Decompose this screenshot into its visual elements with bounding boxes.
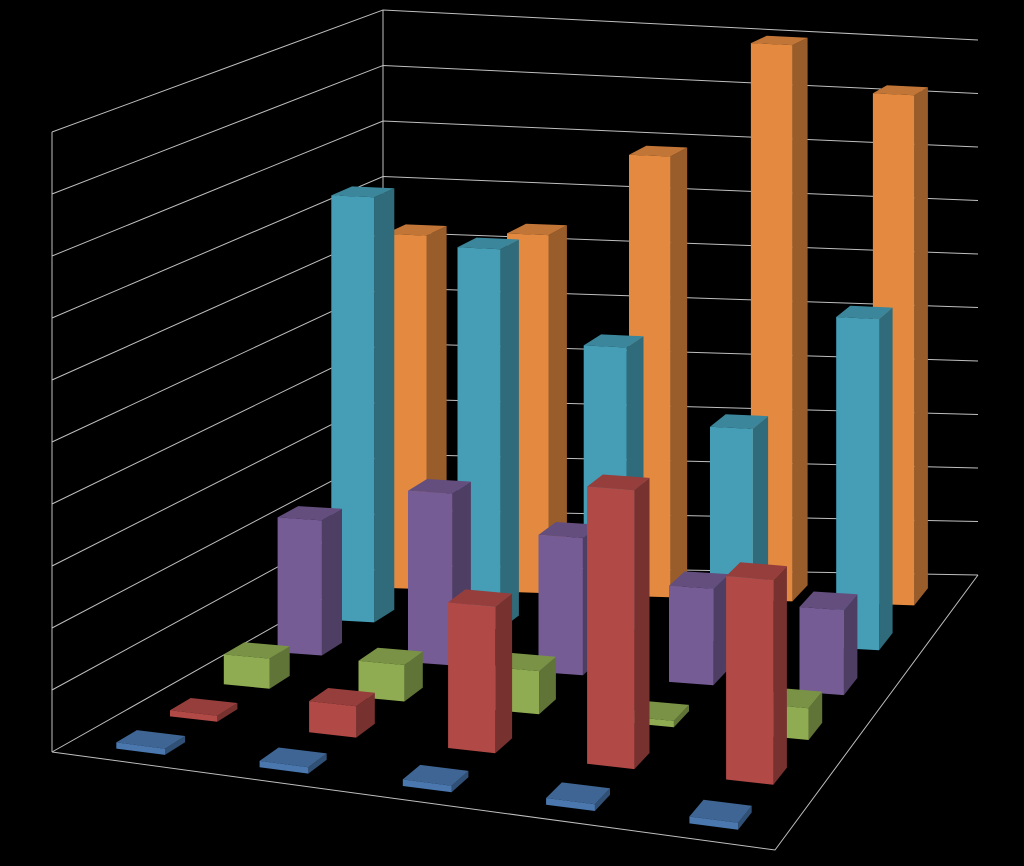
bar-side: [269, 646, 290, 689]
floor-edge: [51, 574, 979, 851]
bar-top: [546, 782, 610, 805]
bar-side: [843, 594, 858, 696]
bar-side: [548, 225, 567, 594]
bar-front: [448, 602, 496, 754]
bar-top: [402, 764, 469, 786]
bar-side: [713, 574, 729, 686]
bar-front: [689, 816, 739, 830]
bar-side: [914, 87, 928, 606]
bar-side: [670, 147, 688, 598]
bar-front: [836, 317, 880, 651]
bar-front: [669, 585, 714, 686]
bar-side: [673, 704, 689, 728]
bar-top: [223, 642, 290, 659]
bar-front: [358, 660, 405, 702]
bar-top: [587, 474, 650, 491]
bar-side: [451, 770, 469, 793]
bar-top: [726, 562, 787, 581]
bar-top: [408, 479, 471, 494]
bar-top: [799, 591, 858, 611]
bar-front: [309, 701, 357, 738]
bar-side: [634, 477, 650, 770]
bar-front: [402, 779, 452, 793]
bar-front: [408, 490, 453, 666]
bar-top: [538, 522, 600, 538]
bar-front: [223, 654, 270, 689]
bar-top: [170, 698, 238, 716]
bar-top: [259, 747, 327, 768]
bar-top: [836, 305, 893, 320]
bar-top: [669, 571, 729, 589]
bar-front: [538, 534, 583, 676]
bar-side: [539, 656, 556, 715]
bar-top: [385, 224, 447, 236]
bar-side: [356, 692, 375, 738]
bar-top: [309, 688, 375, 707]
bar-side: [308, 753, 327, 774]
bar-front: [331, 195, 375, 623]
bar-front: [587, 486, 635, 770]
bar-side: [500, 239, 519, 630]
bar-top: [358, 647, 423, 665]
bar-side: [165, 736, 186, 755]
grid-line: [51, 9, 979, 133]
bar-side: [773, 566, 787, 785]
bar-side: [879, 307, 893, 651]
bar-top: [116, 730, 186, 749]
bar-top: [507, 223, 567, 236]
bar-top: [629, 145, 688, 157]
bar-front: [277, 517, 322, 656]
bar-top: [710, 414, 769, 429]
bar-top: [448, 589, 513, 607]
bar-top: [689, 799, 752, 823]
bar-side: [495, 593, 513, 754]
bar-side: [594, 788, 610, 811]
bar-top: [750, 35, 808, 46]
bar-side: [792, 37, 808, 602]
bar-side: [738, 805, 752, 830]
bar-front: [546, 798, 595, 811]
bar-side: [217, 703, 238, 722]
bar-front: [799, 607, 844, 696]
bar-front: [116, 742, 165, 755]
bar-top: [583, 334, 644, 348]
bar-top: [331, 186, 395, 198]
bar-front: [170, 710, 218, 722]
bar-front: [259, 760, 309, 774]
bar-side: [808, 691, 823, 740]
bar-side: [374, 188, 395, 623]
bar-top: [457, 237, 519, 250]
bar-side: [404, 651, 423, 702]
bar-front: [726, 576, 774, 785]
bar-side: [321, 508, 342, 656]
bar-top: [277, 506, 342, 521]
bar-top: [872, 85, 928, 96]
